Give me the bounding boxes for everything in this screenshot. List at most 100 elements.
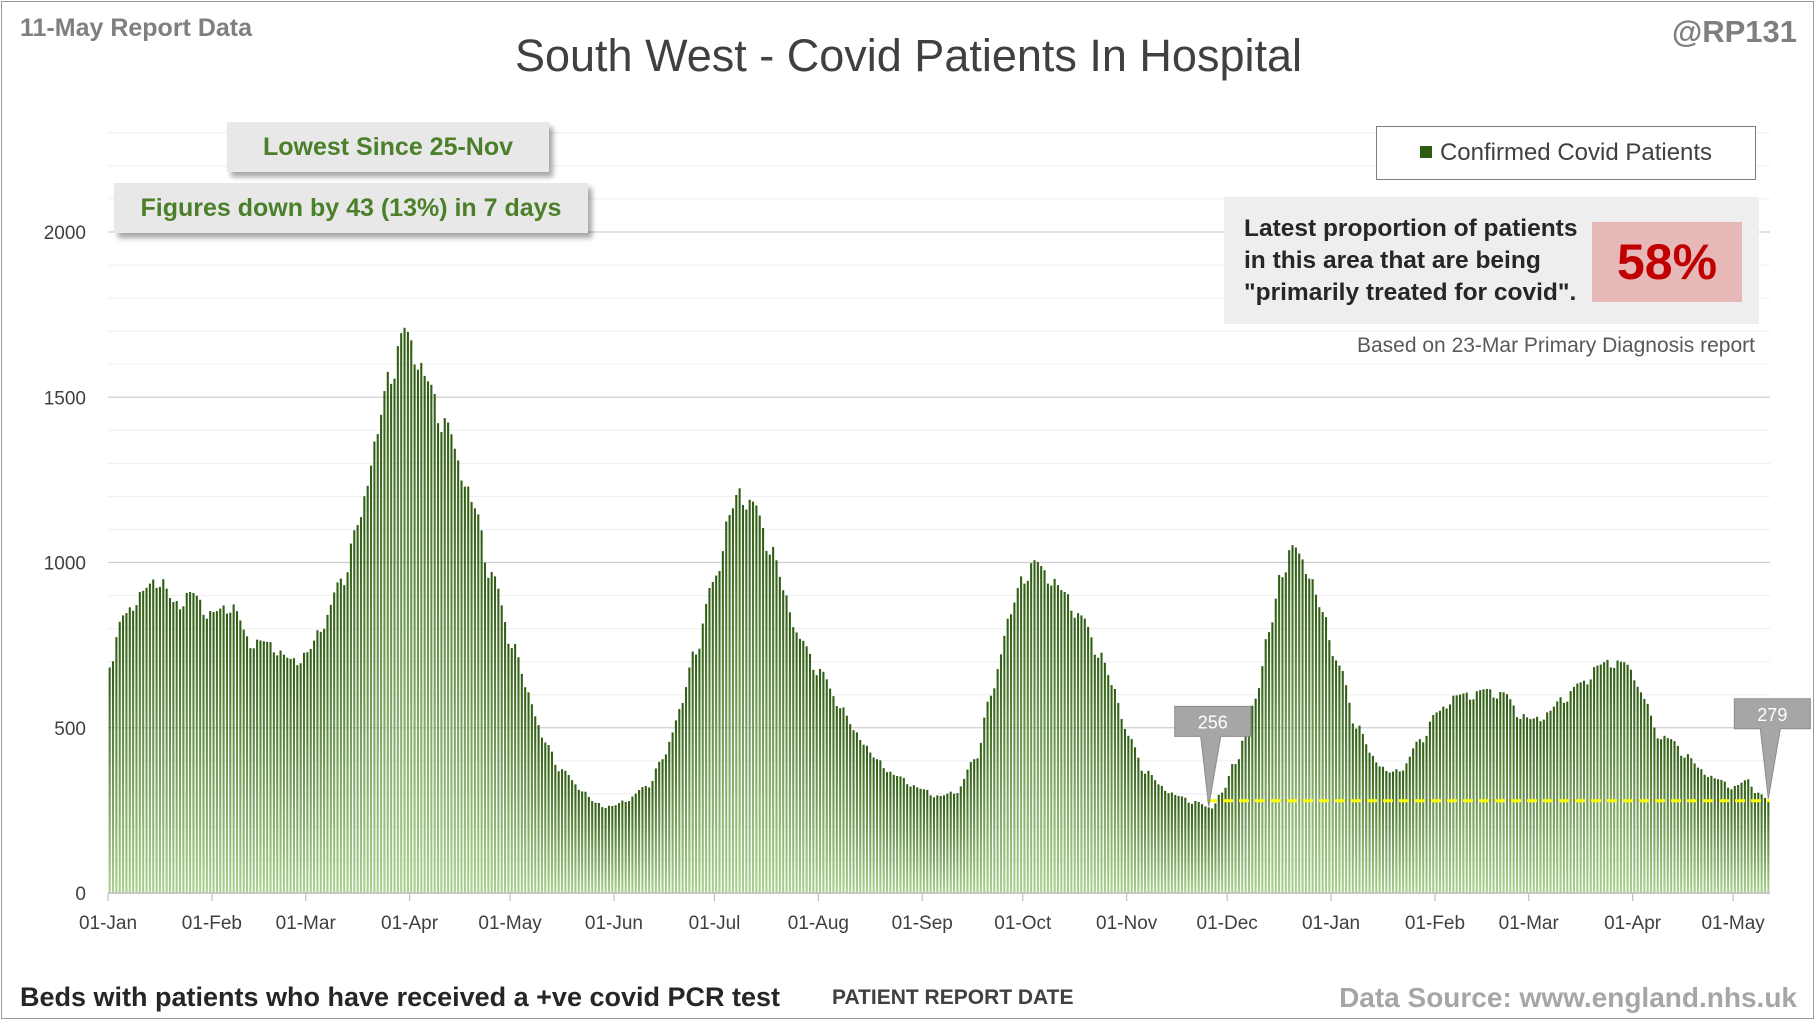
bar [1469, 699, 1472, 893]
bar [1519, 718, 1522, 893]
bar [695, 654, 698, 893]
bar [1572, 686, 1576, 893]
bar [939, 796, 942, 893]
bar [403, 327, 406, 893]
bar [651, 780, 654, 893]
bar [1663, 735, 1666, 893]
bar [148, 583, 151, 893]
bar [1522, 714, 1525, 893]
bar [1077, 613, 1080, 893]
bar [1257, 688, 1261, 893]
bar [393, 378, 396, 893]
bar [212, 612, 215, 893]
bar [1241, 740, 1244, 893]
bar [1187, 802, 1190, 893]
bar [805, 646, 808, 893]
bar [788, 612, 791, 893]
bar [1033, 560, 1036, 893]
bar [1381, 766, 1385, 893]
bar [537, 725, 540, 893]
bar [1532, 718, 1535, 893]
bar [1271, 622, 1274, 893]
bar [1264, 639, 1267, 893]
bar [1294, 547, 1297, 893]
bar [225, 613, 228, 893]
bar [135, 605, 138, 893]
bar [239, 620, 242, 893]
bar [1284, 572, 1287, 893]
bar [1546, 712, 1549, 893]
bar [1244, 724, 1247, 893]
bar [1351, 723, 1354, 893]
bar [1593, 667, 1596, 893]
bar [1703, 774, 1706, 893]
bar [775, 560, 778, 893]
bar [547, 745, 550, 893]
bar [1559, 697, 1562, 893]
bars [108, 327, 1770, 894]
bar [182, 606, 185, 893]
bar [922, 789, 925, 893]
bar [1402, 770, 1405, 893]
bar [865, 745, 868, 893]
bar [785, 595, 788, 893]
bar [1157, 784, 1160, 893]
bar [993, 688, 996, 893]
bar [269, 642, 272, 893]
bar [1020, 576, 1023, 893]
bar [832, 696, 835, 893]
x-tick-label: 01-Feb [182, 913, 242, 934]
bar [1660, 739, 1663, 893]
bar [1231, 764, 1234, 893]
bar [684, 687, 688, 893]
bar [1680, 755, 1683, 893]
bar [282, 654, 285, 893]
bar [259, 640, 262, 893]
bar [829, 688, 832, 893]
bar [1515, 717, 1519, 893]
value-marker-label: 279 [1757, 705, 1787, 725]
bar [440, 432, 443, 893]
bar [936, 795, 939, 893]
bar [175, 601, 178, 893]
y-tick-label: 1000 [44, 554, 86, 575]
bar [1063, 591, 1066, 893]
bar [1475, 691, 1478, 893]
legend-swatch [1419, 145, 1432, 158]
bar [1318, 607, 1321, 893]
bar [1217, 794, 1220, 893]
bar [306, 652, 309, 893]
bar [999, 654, 1003, 893]
bar [1371, 755, 1374, 893]
bar [574, 784, 577, 893]
bar [1717, 779, 1720, 893]
bar [1723, 781, 1726, 893]
bar [628, 801, 631, 893]
bar [1499, 692, 1502, 893]
bar [688, 667, 691, 893]
bar [316, 630, 319, 893]
bar [802, 640, 805, 893]
bar [715, 575, 718, 893]
bar [1160, 785, 1163, 893]
bar [614, 805, 617, 893]
bar [138, 591, 141, 893]
bar [349, 543, 352, 893]
bar [822, 671, 825, 893]
bar [1026, 580, 1029, 893]
bar [158, 586, 161, 893]
y-tick-label: 1500 [44, 388, 86, 409]
bar [892, 774, 895, 893]
bar [1378, 766, 1381, 893]
bar [741, 504, 745, 893]
bar [561, 769, 564, 893]
bar [1274, 598, 1277, 893]
bar [1194, 801, 1197, 893]
bar [467, 486, 470, 893]
bar [584, 791, 587, 893]
bar [540, 737, 543, 893]
bar [483, 562, 487, 893]
bar [1147, 770, 1150, 893]
bar [296, 665, 299, 893]
bar [1301, 559, 1304, 893]
